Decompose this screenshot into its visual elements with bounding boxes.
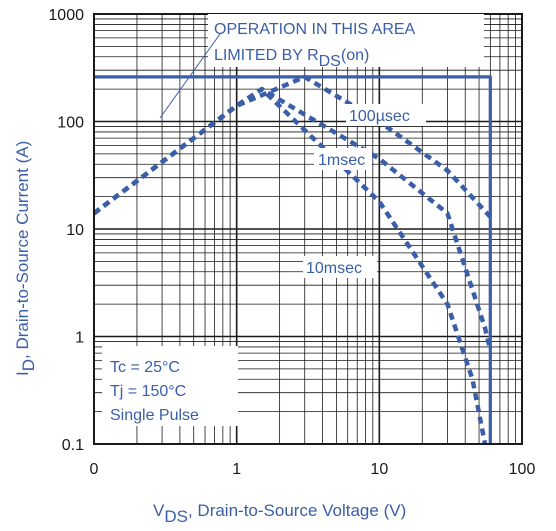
y-tick-label: 1 [75,330,84,347]
x-axis-title-rest: , Drain-to-Source Voltage (V) [188,501,406,520]
annotation-rds-on: (on) [341,47,369,64]
annotation-rds-label: LIMITED BY R [214,47,319,64]
y-axis-title: ID, Drain-to-Source Current (A) [13,141,38,376]
y-tick-label: 0.1 [62,437,84,454]
condition-tc: Tc = 25°C [110,359,180,376]
x-axis-title: VDS, Drain-to-Source Voltage (V) [153,501,406,526]
x-tick-label: 100 [509,461,536,478]
y-axis-title-sub: D [19,359,38,371]
condition-tj: Tj = 150°C [110,383,186,400]
label-10msec: 10msec [306,260,362,277]
rds-on-limit-line [94,75,492,444]
y-tick-label: 1000 [48,7,84,24]
annotation-line-2: LIMITED BY RDS(on) [214,47,369,70]
chart-curves [92,74,493,445]
y-axis-title-i: I [13,371,32,376]
annotation-box [208,14,484,67]
annotation-rds-subscript: DS [319,53,341,70]
x-tick-label: 1 [232,461,241,478]
curve-1msec [92,86,493,351]
label-100usec: 100µsec [349,108,410,125]
annotation-line-1: OPERATION IN THIS AREA [214,21,416,38]
x-tick-label: 10 [370,461,388,478]
y-tick-label: 100 [57,115,84,132]
x-axis-title-sub: DS [164,507,188,526]
tick-labels: 0 1 10 100 0.1 1 10 100 1000 [48,7,535,478]
label-1msec: 1msec [318,152,365,169]
x-axis-title-v: V [153,501,165,520]
label-1msec-bg [314,148,372,170]
curve-100usec [92,74,492,219]
x-tick-label: 0 [90,461,99,478]
chart-grid [93,14,522,445]
label-10msec-bg [303,256,377,278]
condition-pulse: Single Pulse [110,407,199,424]
annotation-leader-line [159,33,221,119]
conditions-box [102,346,238,426]
y-tick-label: 10 [66,222,84,239]
y-axis-title-rest: , Drain-to-Source Current (A) [13,141,32,359]
label-100usec-bg [346,104,426,126]
